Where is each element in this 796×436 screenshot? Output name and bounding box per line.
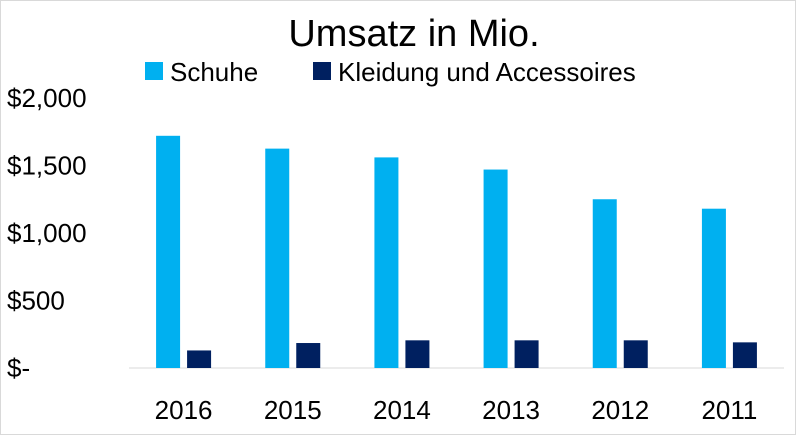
y-tick-label: $1,000 bbox=[7, 218, 87, 248]
x-tick-label: 2013 bbox=[482, 395, 540, 425]
x-axis: 2016 2015 2014 2013 2012 2011 bbox=[155, 395, 758, 425]
legend-swatch-kleidung bbox=[313, 62, 331, 80]
x-tick-label: 2014 bbox=[373, 395, 431, 425]
chart-title: Umsatz in Mio. bbox=[288, 13, 539, 55]
x-tick-label: 2016 bbox=[155, 395, 213, 425]
bar-kleidung-2012 bbox=[623, 340, 648, 368]
y-tick-label: $2,000 bbox=[7, 83, 87, 113]
bar-kleidung-2013 bbox=[514, 340, 539, 368]
bar-schuhe-2014 bbox=[374, 157, 399, 368]
legend-label-schuhe: Schuhe bbox=[170, 57, 258, 87]
bar-schuhe-2016 bbox=[156, 135, 181, 368]
bar-kleidung-2015 bbox=[296, 343, 321, 368]
y-tick-label: $1,500 bbox=[7, 151, 87, 181]
bar-schuhe-2015 bbox=[265, 148, 290, 368]
bar-kleidung-2016 bbox=[187, 350, 212, 368]
bar-schuhe-2011 bbox=[701, 208, 726, 368]
legend-label-kleidung: Kleidung und Accessoires bbox=[338, 57, 636, 87]
bar-kleidung-2014 bbox=[405, 340, 430, 368]
y-axis: $- $500 $1,000 $1,500 $2,000 bbox=[7, 83, 87, 383]
bar-schuhe-2012 bbox=[592, 199, 617, 368]
legend-swatch-schuhe bbox=[145, 62, 163, 80]
bar-schuhe-2013 bbox=[483, 169, 508, 368]
x-tick-label: 2011 bbox=[701, 395, 757, 425]
x-tick-label: 2012 bbox=[591, 395, 649, 425]
bar-kleidung-2011 bbox=[732, 342, 757, 368]
y-tick-label: $500 bbox=[7, 286, 65, 316]
bars bbox=[156, 135, 757, 368]
legend: Schuhe Kleidung und Accessoires bbox=[145, 57, 636, 87]
x-tick-label: 2015 bbox=[264, 395, 322, 425]
y-tick-label: $- bbox=[7, 353, 30, 383]
